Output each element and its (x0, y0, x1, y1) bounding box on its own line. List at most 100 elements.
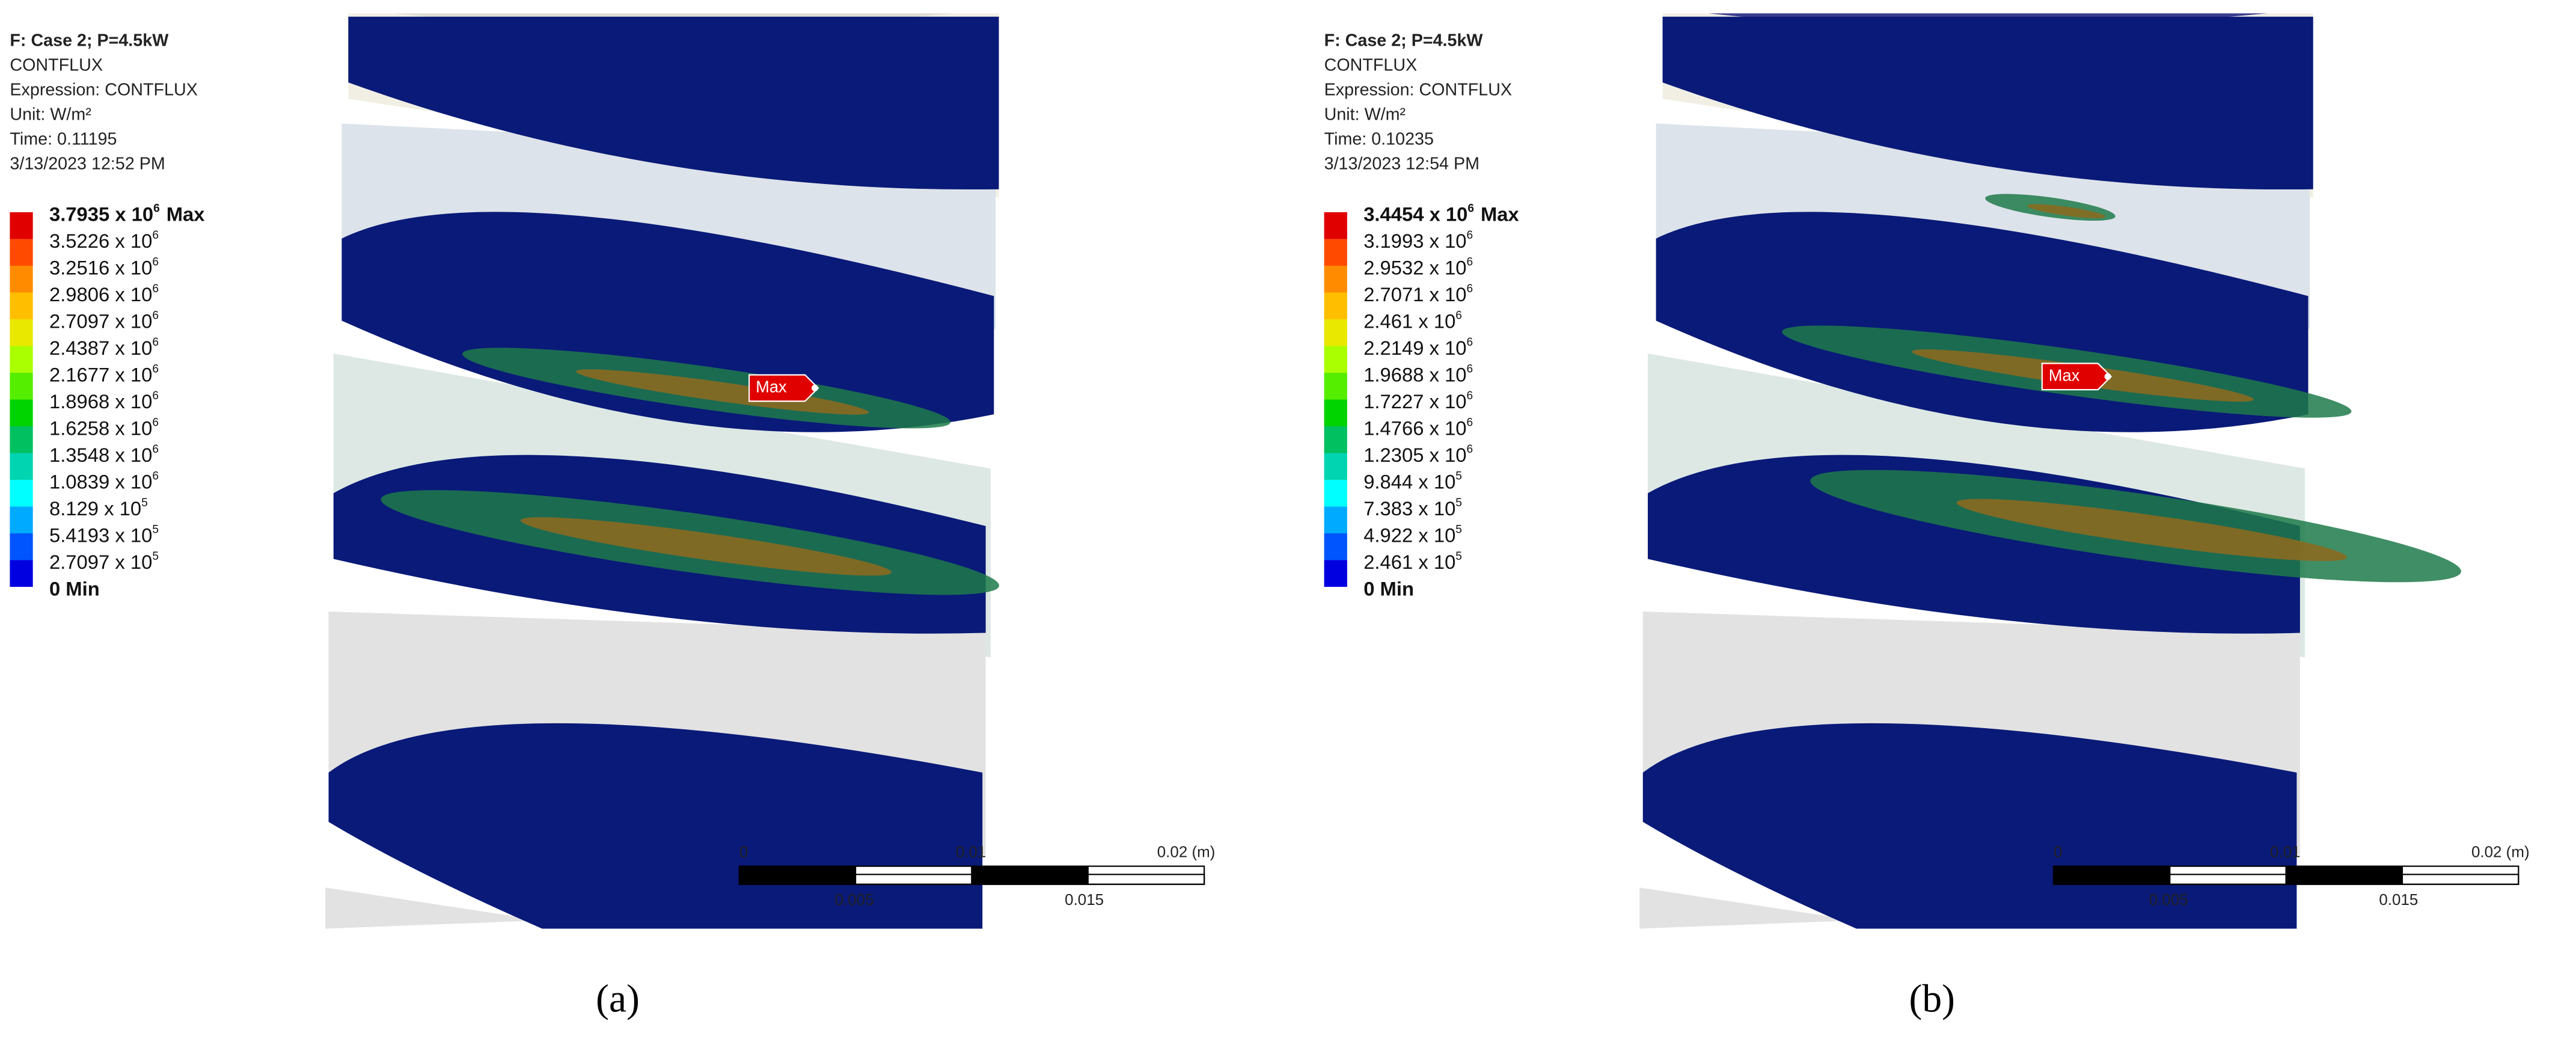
scale-label: 0 (739, 843, 748, 861)
legend-label: 1.7227 x 106 (1363, 390, 1473, 412)
legend-exponent: 6 (152, 336, 159, 349)
legend-value: 0 Min (49, 577, 100, 599)
legend-label: 2.4387 x 106 (49, 336, 159, 359)
legend-swatch (1324, 453, 1347, 480)
legend-exponent: 5 (1455, 470, 1462, 483)
max-point (2104, 373, 2111, 380)
max-marker (2041, 363, 2113, 391)
legend-swatch (1324, 480, 1347, 507)
legend-label: 4.922 x 105 (1363, 524, 1462, 547)
legend-value: 1.2305 x 10 (1363, 444, 1466, 466)
caption: (a) (596, 977, 640, 1020)
legend-label: 3.4454 x 106 Max (1363, 203, 1519, 225)
legend-swatch (10, 560, 33, 587)
legend-swatch (10, 346, 33, 373)
legend-swatch (10, 212, 33, 239)
ring-band (325, 887, 542, 929)
legend-swatch (1324, 265, 1347, 293)
legend-label: 2.9532 x 106 (1363, 256, 1473, 279)
scale-segment (2169, 865, 2287, 885)
scale-label: 0.005 (2149, 890, 2188, 909)
header-line: CONTFLUX (10, 55, 103, 75)
legend-exponent: 6 (1467, 363, 1473, 376)
scale-label: 0.01 (2270, 843, 2301, 861)
legend-suffix: Max (167, 203, 205, 225)
header-line: 3/13/2023 12:54 PM (1324, 154, 1479, 173)
legend-value: 7.383 x 10 (1363, 497, 1455, 520)
legend-label: 3.2516 x 106 (49, 256, 159, 279)
segment (341, 212, 994, 432)
header-line: Expression: CONTFLUX (1324, 80, 1512, 99)
legend-value: 4.922 x 10 (1363, 524, 1455, 546)
legend-exponent: 6 (1467, 443, 1473, 456)
header-line: Unit: W/m² (10, 105, 91, 124)
legend-swatch (10, 239, 33, 266)
legend-label: 8.129 x 105 (49, 497, 148, 520)
legend-swatch (1324, 292, 1347, 319)
legend-swatch (10, 373, 33, 400)
legend-label: 1.6258 x 106 (49, 417, 159, 440)
header-line: F: Case 2; P=4.5kW (10, 31, 169, 50)
legend-exponent: 6 (1467, 256, 1473, 269)
legend-label: 2.461 x 105 (1363, 550, 1462, 573)
legend-exponent: 6 (1455, 310, 1462, 322)
legend-label: 3.7935 x 106 Max (49, 203, 205, 225)
scale-label: 0.015 (2379, 890, 2418, 909)
legend-exponent: 6 (152, 283, 159, 295)
legend-value: 2.9532 x 10 (1363, 256, 1466, 278)
legend-value: 3.7935 x 10 (49, 203, 153, 225)
scale-label: 0.02 (m) (2471, 843, 2530, 861)
legend-label: 5.4193 x 105 (49, 524, 159, 547)
legend-exponent: 6 (152, 470, 159, 483)
legend-label: 9.844 x 105 (1363, 470, 1462, 493)
header-line: F: Case 2; P=4.5kW (1324, 31, 1484, 50)
max-label: Max (756, 378, 787, 396)
legend-exponent: 6 (1467, 283, 1473, 295)
legend-exponent: 6 (152, 390, 159, 402)
legend-value: 2.7071 x 10 (1363, 283, 1466, 305)
legend-exponent: 6 (1467, 390, 1473, 402)
legend-exponent: 5 (152, 524, 159, 536)
legend-label: 3.1993 x 106 (1363, 229, 1473, 252)
legend-value: 1.0839 x 10 (49, 470, 152, 492)
legend-exponent: 6 (152, 363, 159, 376)
legend-label: 1.4766 x 106 (1363, 417, 1473, 440)
legend-label: 1.9688 x 106 (1363, 363, 1473, 386)
scale-segment (2052, 865, 2171, 885)
scale-segment (855, 865, 973, 885)
legend-label: 7.383 x 105 (1363, 497, 1462, 520)
legend-swatch (10, 265, 33, 293)
scale-segment (2285, 865, 2403, 885)
legend-swatch (1324, 533, 1347, 560)
legend-label: 0 Min (49, 577, 100, 599)
legend-swatch (1324, 506, 1347, 534)
legend-exponent: 6 (152, 310, 159, 322)
legend-label: 3.5226 x 106 (49, 229, 159, 252)
segment (1662, 16, 2313, 190)
legend-label: 1.2305 x 106 (1363, 443, 1473, 466)
legend-exponent: 6 (153, 203, 160, 215)
legend-value: 3.2516 x 10 (49, 256, 152, 278)
legend-swatch (1324, 319, 1347, 346)
legend-exponent: 6 (1467, 203, 1474, 215)
header-line: Unit: W/m² (1324, 105, 1406, 124)
panel: Max F: Case 2; P=4.5kW CONTFLUX Expression:… (10, 13, 1215, 1020)
legend-swatch (1324, 399, 1347, 427)
legend-value: 5.4193 x 10 (49, 524, 152, 546)
ring-band (1639, 887, 1857, 929)
legend-swatch (1324, 560, 1347, 587)
header-line: Time: 0.11195 (10, 129, 117, 149)
max-point (811, 384, 818, 391)
scale-label: 0.015 (1065, 890, 1104, 909)
legend-label: 2.7071 x 106 (1363, 283, 1473, 305)
legend-value: 1.8968 x 10 (49, 390, 152, 412)
legend-swatch (10, 453, 33, 480)
legend-exponent: 5 (141, 497, 148, 509)
max-marker (748, 374, 819, 402)
legend-label: 2.9806 x 106 (49, 283, 159, 305)
hotspot (2027, 204, 2106, 218)
max-label: Max (2049, 366, 2080, 384)
header-line: CONTFLUX (1324, 55, 1418, 75)
legend-value: 2.4387 x 10 (49, 337, 152, 359)
